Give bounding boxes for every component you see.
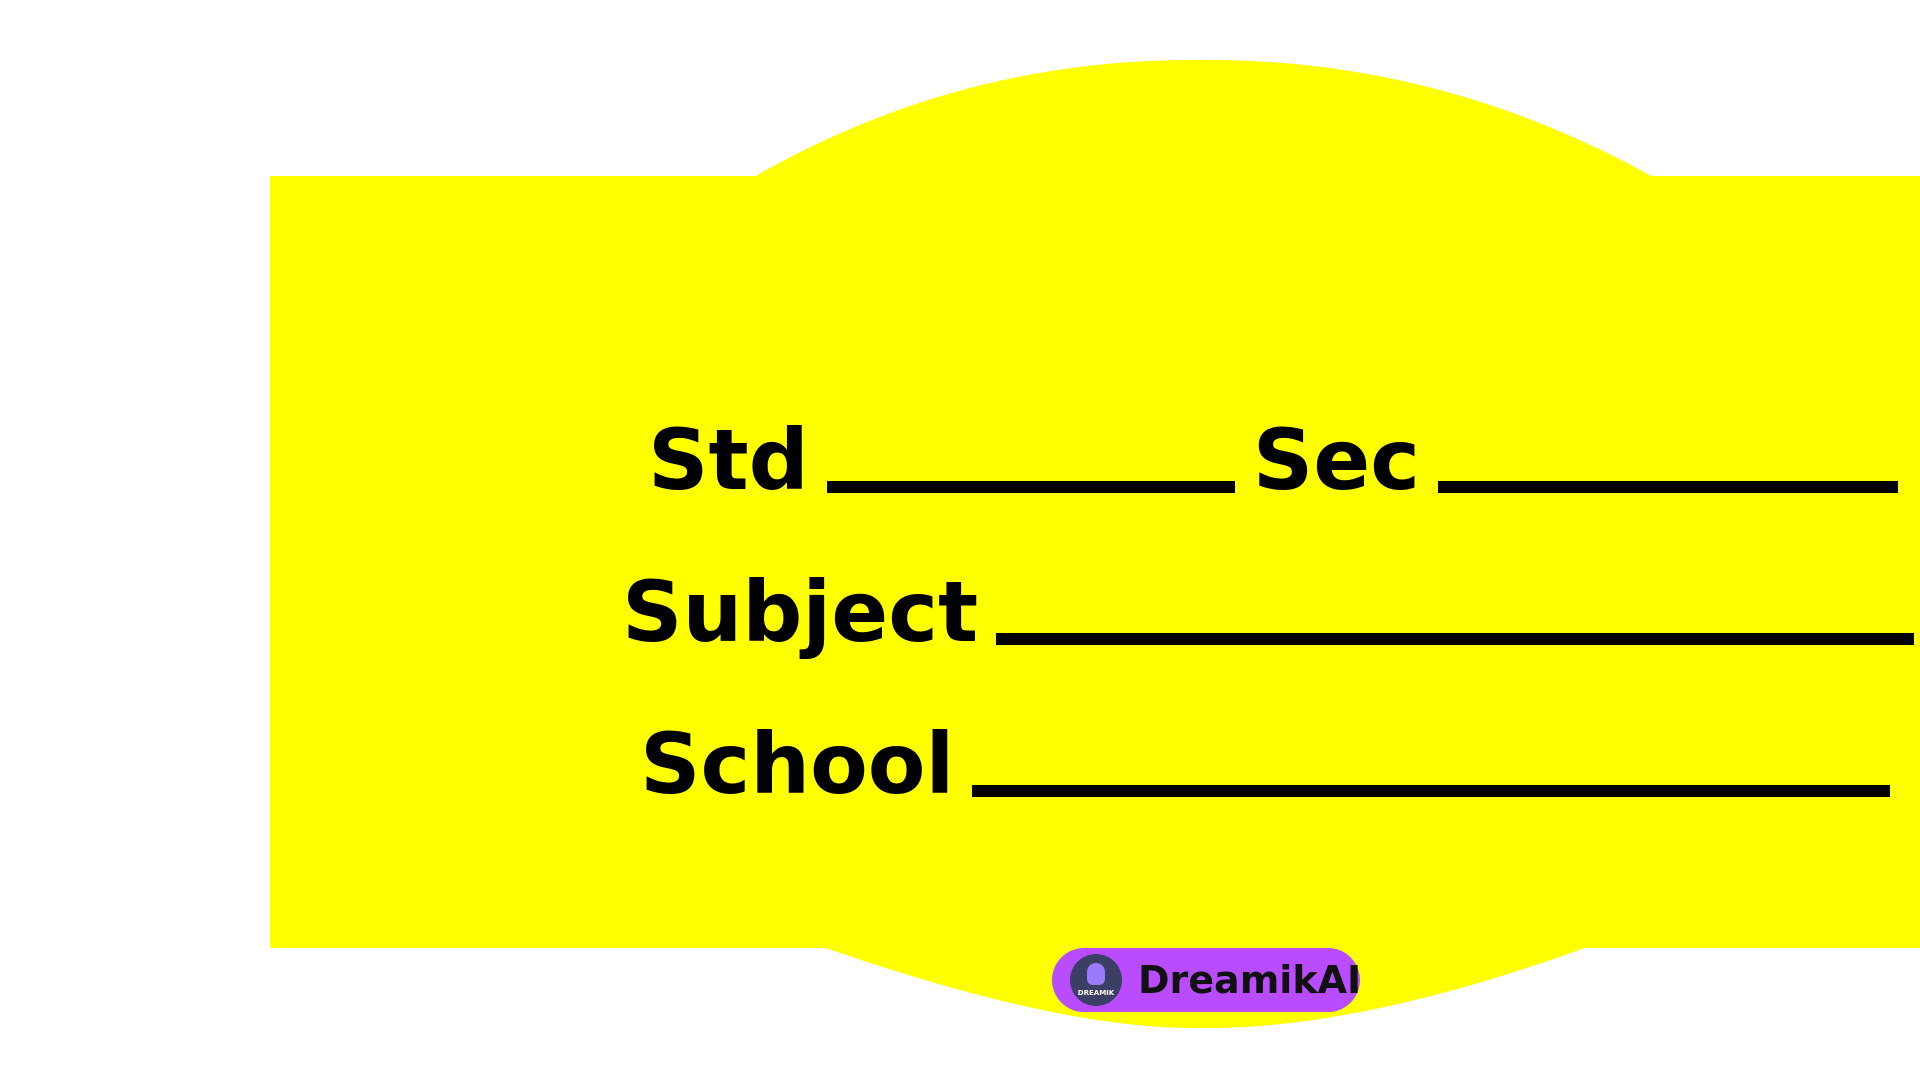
dreamik-watermark: DREAMIK DreamikAI — [1052, 948, 1362, 1012]
std-label: Std — [648, 411, 809, 509]
label-rect — [270, 176, 1920, 948]
school-blank-line — [972, 785, 1891, 797]
sec-label: Sec — [1252, 411, 1421, 509]
subject-row: Subject — [622, 570, 1915, 654]
subject-blank-line — [996, 633, 1915, 645]
std-sec-row: Std Sec — [648, 418, 1899, 502]
watermark-name: DreamikAI — [1138, 958, 1362, 1002]
logo-head-shape — [1087, 963, 1105, 985]
school-row: School — [640, 722, 1891, 806]
sec-blank-line — [1438, 481, 1899, 493]
std-blank-line — [826, 481, 1235, 493]
label-top-arc — [752, 59, 1655, 178]
dreamik-logo-icon: DREAMIK — [1070, 954, 1122, 1006]
logo-text: DREAMIK — [1077, 989, 1115, 997]
subject-label: Subject — [622, 563, 979, 661]
school-label: School — [640, 715, 955, 813]
